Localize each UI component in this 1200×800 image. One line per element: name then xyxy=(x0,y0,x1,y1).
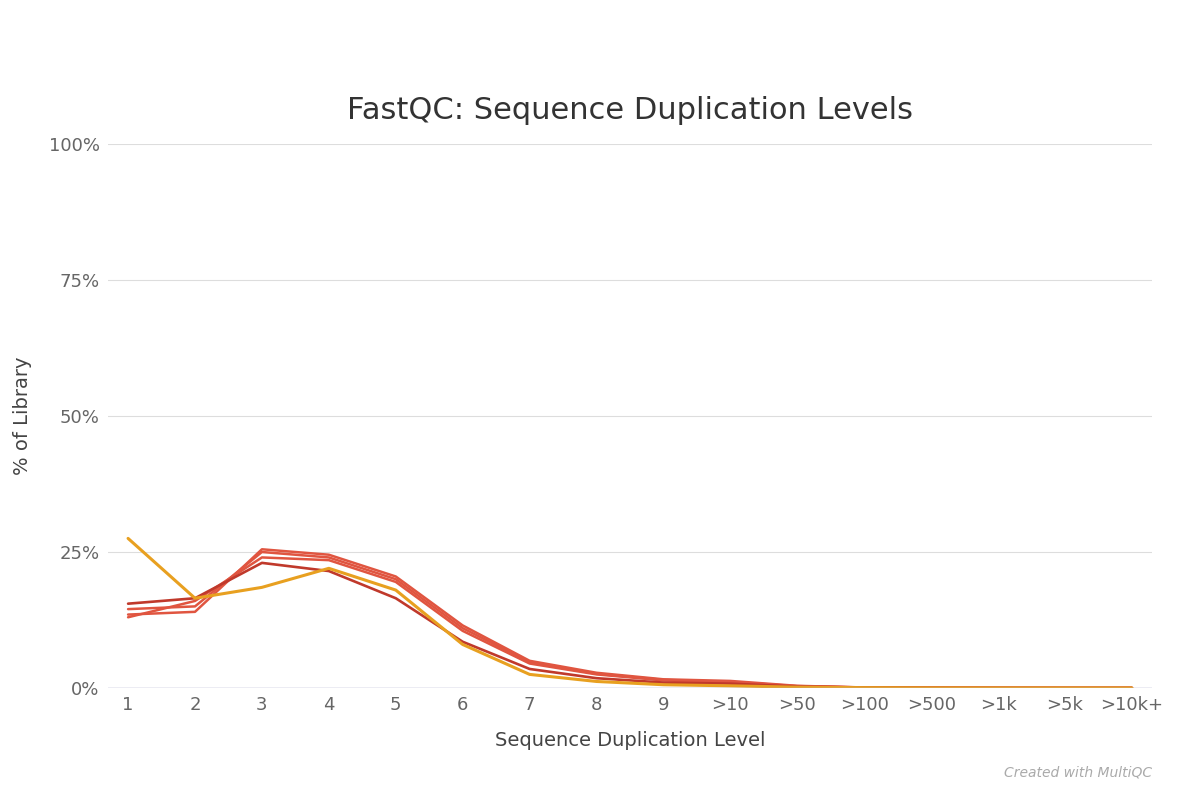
Y-axis label: % of Library: % of Library xyxy=(13,357,32,475)
X-axis label: Sequence Duplication Level: Sequence Duplication Level xyxy=(494,731,766,750)
Title: FastQC: Sequence Duplication Levels: FastQC: Sequence Duplication Levels xyxy=(347,96,913,125)
Text: Created with MultiQC: Created with MultiQC xyxy=(1004,766,1152,780)
